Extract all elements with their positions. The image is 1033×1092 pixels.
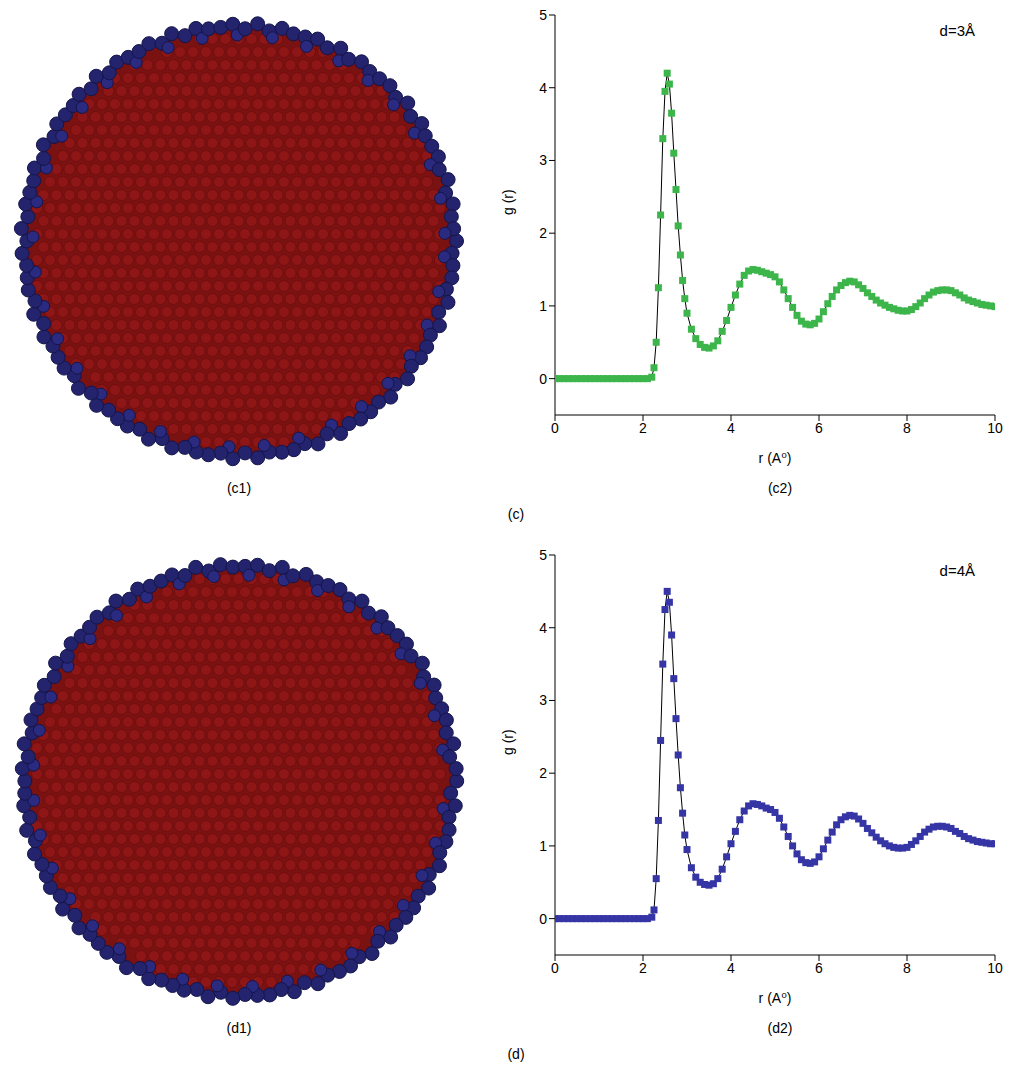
svg-text:4: 4 (539, 620, 547, 636)
svg-text:r (A⁰): r (A⁰) (759, 990, 792, 1006)
html-text:d=3Å: d=3Å (939, 22, 975, 39)
svg-text:10: 10 (987, 960, 1003, 976)
svg-text:0: 0 (539, 371, 547, 387)
svg-text:2: 2 (639, 420, 647, 436)
svg-text:4: 4 (727, 960, 735, 976)
svg-text:6: 6 (815, 420, 823, 436)
svg-text:4: 4 (539, 80, 547, 96)
svg-text:10: 10 (987, 420, 1003, 436)
svg-text:8: 8 (903, 420, 911, 436)
html-text:(c): (c) (507, 506, 525, 522)
svg-text:g (r): g (r) (500, 729, 516, 755)
svg-text:5: 5 (539, 7, 547, 23)
svg-text:0: 0 (551, 960, 559, 976)
svg-text:1: 1 (539, 298, 547, 314)
svg-text:g (r): g (r) (500, 189, 516, 215)
svg-text:1: 1 (539, 838, 547, 854)
svg-text:r (A⁰): r (A⁰) (759, 450, 792, 466)
svg-text:2: 2 (639, 960, 647, 976)
svg-text:4: 4 (727, 420, 735, 436)
html-text:(c2): (c2) (767, 480, 793, 496)
html-text:(d2): (d2) (767, 1020, 793, 1036)
svg-text:5: 5 (539, 547, 547, 563)
svg-text:0: 0 (539, 911, 547, 927)
html-text:(c1): (c1) (226, 480, 252, 496)
svg-text:8: 8 (903, 960, 911, 976)
svg-text:0: 0 (551, 420, 559, 436)
svg-text:2: 2 (539, 765, 547, 781)
html-text:(d): (d) (507, 1046, 525, 1062)
html-text:d=4Å: d=4Å (939, 562, 975, 579)
svg-text:2: 2 (539, 225, 547, 241)
svg-text:3: 3 (539, 692, 547, 708)
svg-text:3: 3 (539, 152, 547, 168)
html-text:(d1): (d1) (226, 1020, 252, 1036)
svg-text:6: 6 (815, 960, 823, 976)
